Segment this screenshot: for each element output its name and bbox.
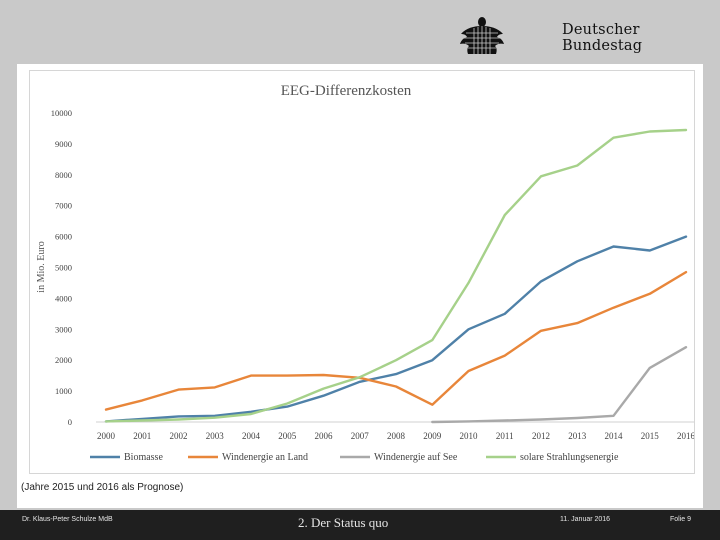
- y-tick-label: 6000: [55, 232, 72, 242]
- series-line-1: [104, 235, 688, 423]
- x-tick-label: 2007: [351, 431, 370, 441]
- x-tick-labels: 2000 2001 2002 2003 2004 2005 2006 2007 2008 2009…: [97, 431, 696, 441]
- y-tick-label: 2000: [55, 355, 72, 365]
- footer-date: 11. Januar 2016: [560, 516, 611, 523]
- legend-label: Windenergie an Land: [222, 452, 308, 463]
- series-lines: [104, 128, 688, 424]
- legend-label: Biomasse: [124, 452, 163, 463]
- x-tick-label: 2009: [423, 431, 442, 441]
- y-tick-label: 8000: [55, 170, 72, 180]
- y-tick-label: 7000: [55, 201, 72, 211]
- x-tick-label: 2012: [532, 431, 550, 441]
- x-tick-label: 2006: [315, 431, 334, 441]
- line-chart: EEG-Differenzkosten in Mio. Euro 0 1000 20…: [36, 83, 696, 463]
- series-line-3: [431, 346, 688, 424]
- series-line-4: [104, 128, 688, 423]
- y-tick-label: 4000: [55, 293, 72, 303]
- y-axis-label: in Mio. Euro: [36, 241, 47, 292]
- y-tick-label: 3000: [55, 324, 72, 334]
- x-tick-label: 2008: [387, 431, 406, 441]
- chart-panel: EEG-Differenzkosten in Mio. Euro 0 1000 20…: [29, 70, 696, 474]
- x-tick-label: 2014: [605, 431, 624, 441]
- x-tick-label: 2001: [133, 431, 151, 441]
- y-tick-label: 10000: [51, 108, 72, 118]
- legend-label: Windenergie auf See: [374, 452, 458, 463]
- x-tick-label: 2011: [496, 431, 514, 441]
- legend: Biomasse Windenergie an Land Windenergie a…: [90, 452, 619, 463]
- x-tick-label: 2004: [242, 431, 261, 441]
- brand-name: Deutscher Bundestag: [562, 22, 643, 54]
- y-tick-label: 9000: [55, 139, 72, 149]
- footer-page-number: Folie 9: [670, 516, 692, 523]
- chart-title: EEG-Differenzkosten: [281, 83, 412, 99]
- footer-section-title: 2. Der Status quo: [298, 515, 389, 530]
- bundestag-eagle-icon: [460, 17, 504, 54]
- x-tick-label: 2003: [206, 431, 225, 441]
- y-tick-labels: 0 1000 2000 3000 4000 5000 6000 7000 8000 9000 100…: [51, 108, 72, 427]
- series-line-2: [104, 270, 688, 411]
- y-tick-label: 0: [68, 417, 72, 427]
- slide: EEG-Differenzkosten in Mio. Euro 0 1000 20…: [17, 64, 703, 508]
- y-tick-label: 5000: [55, 263, 72, 273]
- x-tick-label: 2000: [97, 431, 116, 441]
- forecast-note: (Jahre 2015 und 2016 als Prognose): [21, 482, 184, 493]
- x-tick-label: 2002: [170, 431, 188, 441]
- x-tick-label: 2010: [460, 431, 479, 441]
- x-tick-label: 2005: [278, 431, 297, 441]
- footer-author: Dr. Klaus-Peter Schulze MdB: [22, 516, 113, 523]
- footer: Dr. Klaus-Peter Schulze MdB 2. Der Statu…: [0, 510, 720, 540]
- legend-label: solare Strahlungsenergie: [520, 452, 619, 463]
- x-tick-label: 2016: [677, 431, 694, 441]
- header-band: Deutscher Bundestag: [0, 0, 720, 62]
- x-tick-label: 2015: [641, 431, 660, 441]
- y-tick-label: 1000: [55, 386, 72, 396]
- x-tick-label: 2013: [568, 431, 587, 441]
